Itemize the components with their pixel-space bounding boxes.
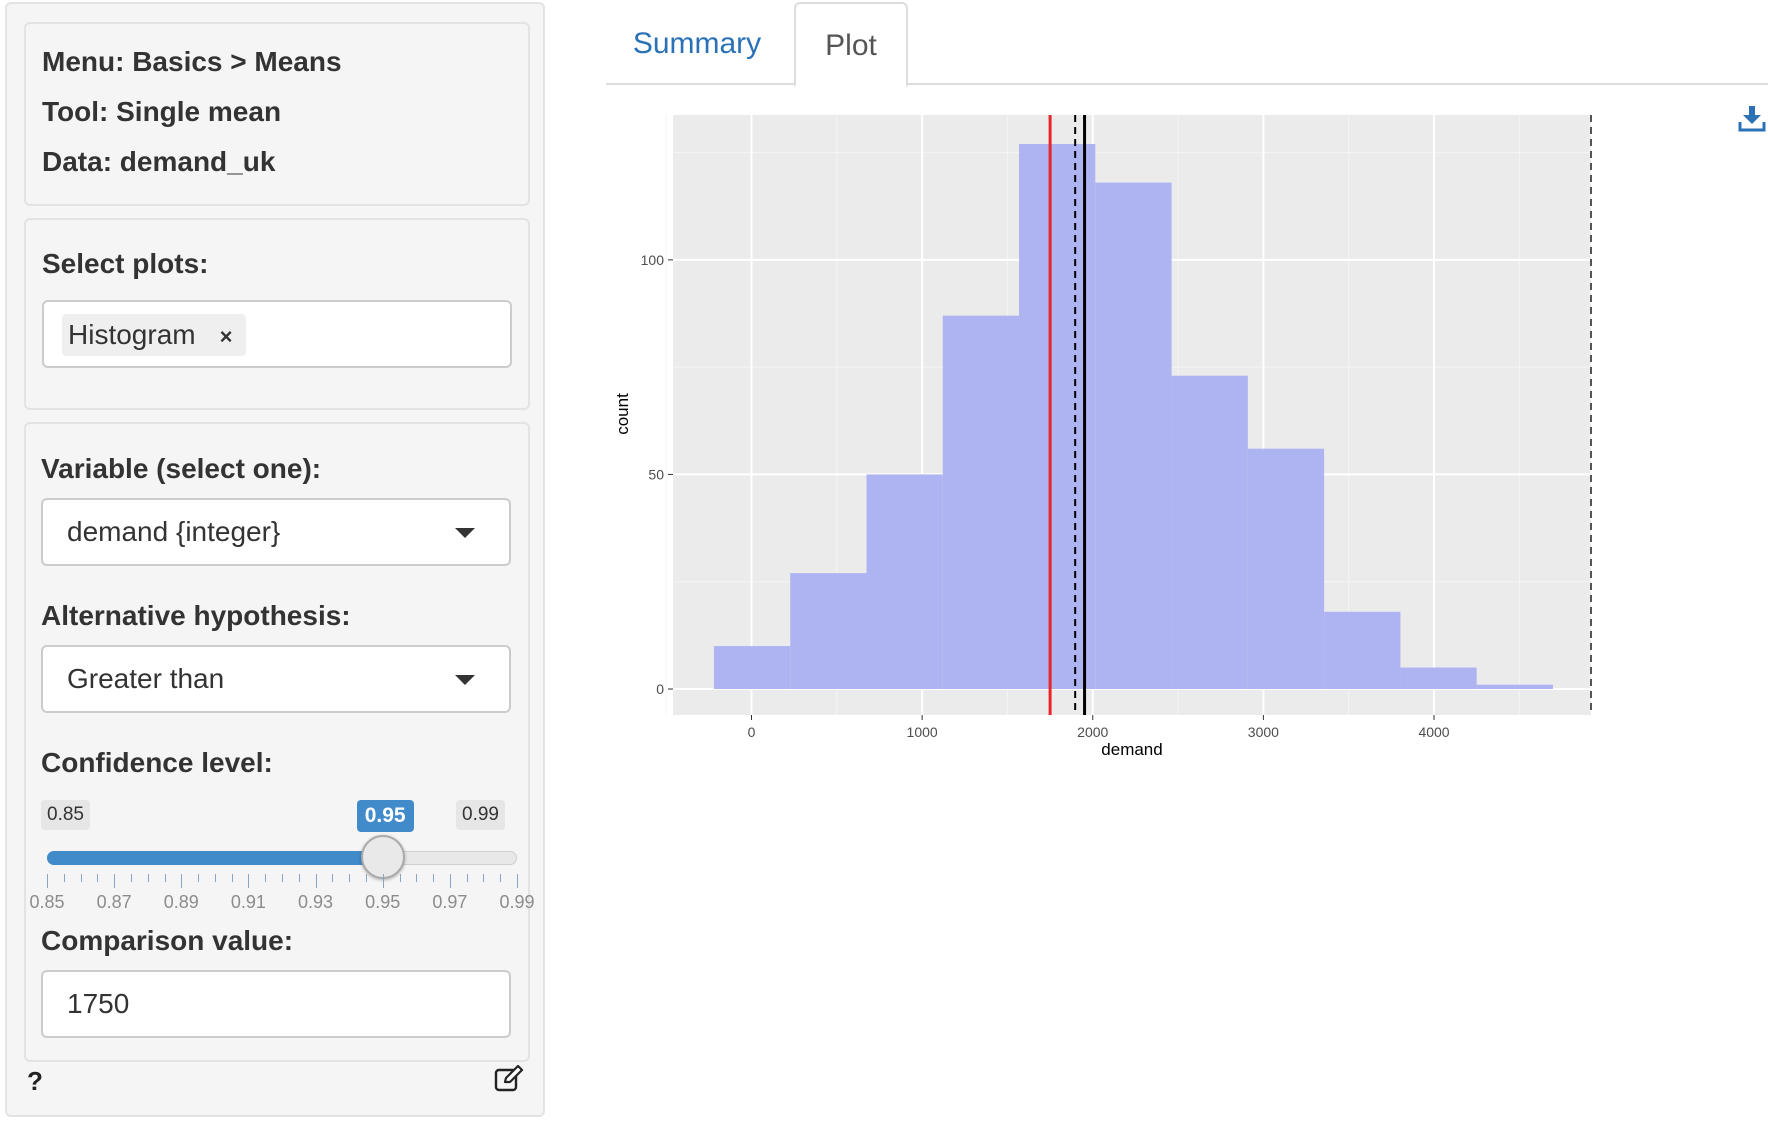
histogram-bar — [866, 474, 943, 689]
histogram-bar — [1019, 144, 1096, 689]
x-tick-label: 1000 — [907, 724, 938, 740]
slider-handle[interactable] — [360, 835, 405, 879]
y-tick-label: 0 — [656, 681, 664, 697]
slider-tick — [248, 874, 250, 888]
slider-tick — [382, 874, 384, 888]
reference-lines — [1048, 115, 1592, 715]
variable-select[interactable]: demand {integer} — [41, 498, 511, 566]
slider-tick — [80, 874, 82, 882]
remove-chip-icon[interactable]: × — [219, 324, 233, 349]
variable-label: Variable (select one): — [41, 453, 322, 484]
y-axis-label: count — [613, 393, 632, 435]
slider-grid-label: 0.89 — [163, 892, 199, 912]
histogram-bars — [713, 144, 1553, 689]
histogram-bar — [1095, 182, 1172, 689]
edit-icon[interactable] — [494, 1064, 524, 1094]
slider-tick — [298, 874, 300, 882]
slider-grid-label: 0.85 — [29, 892, 65, 912]
slider-tick — [164, 874, 166, 882]
slider-tick — [399, 874, 401, 882]
chevron-down-icon — [455, 675, 475, 685]
alternative-select[interactable]: Greater than — [41, 645, 511, 713]
slider-tick — [433, 874, 435, 882]
help-icon[interactable]: ? — [27, 1066, 43, 1096]
histogram-chart: 0 1000 2000 3000 4000 0 50 100 demand count — [613, 115, 1592, 759]
y-tick-label: 100 — [641, 252, 665, 268]
slider-tick — [198, 874, 200, 882]
dataset-name: Data: demand_uk — [42, 146, 276, 177]
slider-tick — [231, 874, 233, 882]
histogram-bar — [1400, 667, 1477, 689]
histogram-bar — [713, 646, 791, 689]
slider-grid-label: 0.95 — [365, 892, 401, 912]
tab-bar — [606, 83, 1768, 85]
slider-tick — [282, 874, 283, 882]
histogram-bar — [1171, 375, 1248, 689]
x-tick-label: 0 — [748, 724, 756, 740]
slider-tick — [466, 874, 468, 882]
slider-grid-label: 0.99 — [499, 892, 535, 912]
comparison-label: Comparison value: — [41, 925, 294, 956]
tab-plot[interactable]: Plot — [794, 2, 908, 87]
slider-grid-label: 0.97 — [432, 892, 468, 912]
slider-tick — [365, 874, 367, 882]
confidence-label: Confidence level: — [41, 747, 273, 778]
slider-grid-label: 0.87 — [96, 892, 132, 912]
slider-tick — [332, 874, 334, 882]
comparison-value: 1750 — [67, 988, 130, 1019]
alternative-label: Alternative hypothesis: — [41, 600, 351, 631]
download-icon[interactable] — [1738, 104, 1766, 132]
menu-path: Menu: Basics > Means — [42, 46, 342, 77]
slider-grid-label: 0.91 — [230, 892, 266, 912]
x-axis-label: demand — [1101, 740, 1162, 759]
slider-tick — [416, 874, 418, 882]
plots-multiselect[interactable]: Histogram × — [42, 300, 512, 368]
slider-min-label: 0.85 — [41, 800, 90, 830]
slider-tick — [181, 874, 183, 888]
slider-tick — [130, 874, 132, 882]
histogram-bar — [1247, 448, 1325, 689]
plots-panel: Select plots: Histogram × — [24, 218, 530, 410]
slider-tick — [63, 874, 65, 882]
x-tick-label: 2000 — [1077, 724, 1108, 740]
x-tick-label: 3000 — [1248, 724, 1279, 740]
info-panel: Menu: Basics > Means Tool: Single mean D… — [24, 22, 530, 206]
slider-tick — [47, 874, 48, 888]
slider-tick — [349, 874, 351, 882]
histogram-bar — [790, 573, 867, 689]
slider-value-label: 0.95 — [356, 800, 414, 832]
histogram-bar — [1324, 611, 1401, 689]
histogram-bar — [1476, 684, 1553, 689]
histogram-bar — [942, 315, 1020, 689]
variable-value: demand {integer} — [67, 516, 281, 547]
select-plots-label: Select plots: — [42, 248, 209, 279]
slider-tick — [114, 874, 116, 888]
comparison-input[interactable]: 1750 — [41, 970, 511, 1038]
slider-tick — [517, 874, 518, 888]
slider-tick — [483, 874, 485, 882]
tool-name: Tool: Single mean — [42, 96, 282, 127]
slider-tick — [147, 874, 149, 882]
x-tick-label: 4000 — [1418, 724, 1449, 740]
axes: 0 1000 2000 3000 4000 0 50 100 — [641, 252, 1450, 740]
chevron-down-icon — [455, 528, 475, 538]
plot-chip-histogram: Histogram × — [62, 314, 247, 356]
y-tick-label: 50 — [648, 466, 664, 482]
slider-tick — [315, 874, 317, 888]
slider-fill — [47, 851, 383, 865]
slider-tick — [449, 874, 451, 888]
slider-tick — [97, 874, 99, 882]
alternative-value: Greater than — [67, 663, 225, 694]
slider-tick — [265, 874, 267, 882]
slider-grid-label: 0.93 — [298, 892, 334, 912]
tab-summary[interactable]: Summary — [632, 27, 762, 60]
slider-tick — [500, 874, 502, 882]
slider-tick — [214, 874, 216, 882]
sidebar-panel: Menu: Basics > Means Tool: Single mean D… — [5, 2, 545, 1117]
plot-chip-label: Histogram — [68, 319, 196, 350]
slider-max-label: 0.99 — [456, 800, 505, 830]
